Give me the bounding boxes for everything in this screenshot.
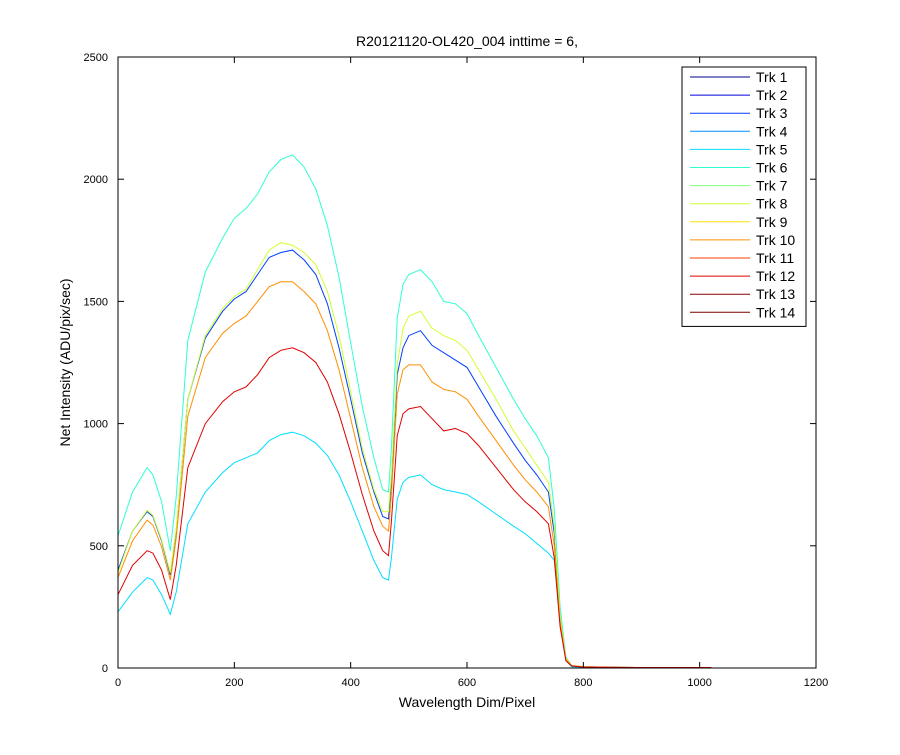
x-tick-label: 0 xyxy=(115,677,121,689)
y-tick-label: 1500 xyxy=(84,296,108,308)
y-tick-label: 2000 xyxy=(84,174,108,186)
legend-label-2: Trk 2 xyxy=(756,87,788,103)
y-tick-label: 500 xyxy=(90,541,108,553)
series-line-6 xyxy=(117,154,712,668)
series-line-10 xyxy=(117,281,712,668)
legend-label-5: Trk 5 xyxy=(756,141,788,157)
y-axis-label: Net Intensity (ADU/pix/sec) xyxy=(57,278,73,446)
x-tick-label: 600 xyxy=(458,677,476,689)
legend-label-4: Trk 4 xyxy=(756,123,788,139)
series-line-8 xyxy=(117,242,712,668)
legend-label-13: Trk 13 xyxy=(756,286,795,302)
legend-label-12: Trk 12 xyxy=(756,268,795,284)
x-tick-label: 1200 xyxy=(804,677,828,689)
x-tick-label: 400 xyxy=(341,677,359,689)
legend-label-10: Trk 10 xyxy=(756,232,795,248)
x-tick-label: 1000 xyxy=(687,677,711,689)
ticks-layer: 0 200 400 600 800 1000 1200 0 500 1000 1500 2000 250… xyxy=(84,52,829,689)
y-tick-label: 0 xyxy=(102,663,108,675)
legend-label-6: Trk 6 xyxy=(756,160,788,176)
legend: Trk 1 Trk 2 Trk 3 Trk 4 Trk 5 Trk 6 Trk 7 Trk 8… xyxy=(681,66,807,327)
y-tick-label: 1000 xyxy=(84,419,108,431)
legend-label-9: Trk 9 xyxy=(756,214,788,230)
y-tick-label: 2500 xyxy=(84,52,108,64)
legend-label-7: Trk 7 xyxy=(756,178,788,194)
legend-box xyxy=(681,66,807,327)
x-axis-label: Wavelength Dim/Pixel xyxy=(399,694,535,710)
x-tick-label: 200 xyxy=(225,677,243,689)
legend-label-11: Trk 11 xyxy=(756,250,794,266)
chart-title: R20121120-OL420_004 inttime = 6, xyxy=(356,33,578,49)
x-tick-label: 800 xyxy=(574,677,592,689)
legend-label-3: Trk 3 xyxy=(756,105,788,121)
legend-label-1: Trk 1 xyxy=(756,69,788,85)
series-line-12 xyxy=(117,347,712,668)
legend-label-8: Trk 8 xyxy=(756,196,788,212)
legend-label-14: Trk 14 xyxy=(756,304,795,320)
